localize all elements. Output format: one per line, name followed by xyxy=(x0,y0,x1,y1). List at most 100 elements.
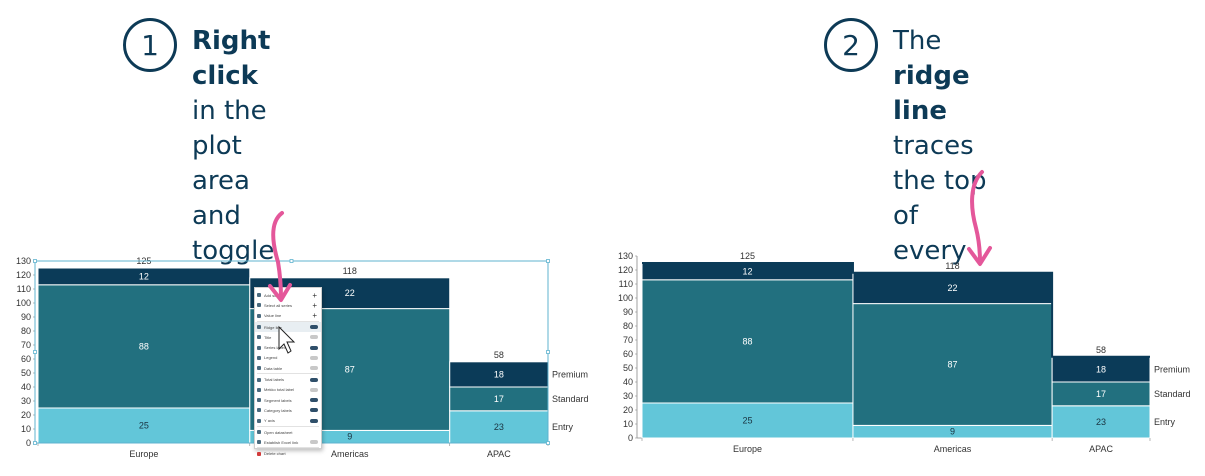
segment-standard-europe[interactable] xyxy=(37,284,251,409)
segment-entry-apac[interactable] xyxy=(1051,405,1151,439)
segment-entry-europe[interactable] xyxy=(37,407,251,444)
menu-item-legend[interactable]: Legend xyxy=(255,353,321,363)
segment-icon xyxy=(257,398,261,403)
y-tick-label: 50 xyxy=(21,368,31,378)
menu-item-delete-chart[interactable]: Delete chart xyxy=(255,448,321,458)
resize-handle[interactable] xyxy=(546,441,550,445)
toggle-switch[interactable] xyxy=(310,335,318,340)
y-tick-label: 20 xyxy=(623,405,633,415)
y-tick-label: 110 xyxy=(17,284,31,294)
toggle-switch[interactable] xyxy=(310,440,318,445)
chart-context-menu[interactable]: Add series + Select all series + Value line +… xyxy=(254,287,322,456)
instruction-text: plot area and xyxy=(192,131,250,231)
y-tick-label: 0 xyxy=(26,438,31,448)
table-icon xyxy=(257,366,261,371)
resize-handle[interactable] xyxy=(33,441,37,445)
menu-item-total-labels[interactable]: Total labels xyxy=(255,374,321,384)
segment-label: 22 xyxy=(345,288,355,298)
resize-handle[interactable] xyxy=(289,259,294,263)
segment-premium-apac[interactable] xyxy=(449,361,549,388)
toggle-switch[interactable] xyxy=(310,345,318,350)
total-icon xyxy=(257,377,261,382)
toggle-switch[interactable] xyxy=(310,398,318,403)
y-tick-label: 90 xyxy=(623,307,633,317)
resize-handle[interactable] xyxy=(33,350,37,354)
legend-premium: Premium xyxy=(1154,364,1190,374)
chart-icon xyxy=(257,293,261,298)
segment-label: 25 xyxy=(139,421,149,431)
legend-entry: Entry xyxy=(1154,417,1176,427)
ridge-line[interactable] xyxy=(642,262,1150,358)
total-label: 118 xyxy=(945,261,959,271)
category-label: APAC xyxy=(1089,444,1113,454)
y-tick-label: 10 xyxy=(21,424,31,434)
segment-premium-europe[interactable] xyxy=(37,267,251,286)
menu-item-label: Ridge line xyxy=(264,324,282,330)
y-tick-label: 80 xyxy=(623,321,633,331)
toggle-switch[interactable] xyxy=(310,366,318,371)
link-icon xyxy=(257,440,261,445)
segment-label: 17 xyxy=(494,394,504,404)
ridge-icon xyxy=(257,325,261,330)
category-label: Europe xyxy=(733,444,762,454)
category-icon xyxy=(257,408,261,413)
plus-icon[interactable]: + xyxy=(312,311,317,321)
segment-label: 23 xyxy=(1096,417,1106,427)
label-icon xyxy=(257,345,261,350)
toggle-switch[interactable] xyxy=(310,408,318,413)
y-tick-label: 30 xyxy=(623,391,633,401)
category-label: Americas xyxy=(934,444,972,454)
plus-icon[interactable]: + xyxy=(312,300,317,310)
menu-item-y-axis[interactable]: Y axis xyxy=(255,416,321,426)
step-2-line: The ridge line xyxy=(893,24,989,129)
step-2-number-badge: 2 xyxy=(824,18,878,72)
resize-handle[interactable] xyxy=(546,259,550,263)
legend-premium: Premium xyxy=(552,369,588,379)
menu-item-establish-excel-link[interactable]: Establish Excel link xyxy=(255,437,321,447)
y-tick-label: 120 xyxy=(618,265,633,275)
resize-handle[interactable] xyxy=(546,350,550,354)
menu-item-series-labels[interactable]: Series labels xyxy=(255,342,321,352)
menu-item-open-datasheet[interactable]: Open datasheet xyxy=(255,427,321,437)
y-tick-label: 130 xyxy=(618,251,633,261)
resize-handle[interactable] xyxy=(33,259,37,263)
y-tick-label: 50 xyxy=(623,363,633,373)
toggle-switch[interactable] xyxy=(310,325,318,330)
menu-item-title[interactable]: Title xyxy=(255,332,321,342)
step-1-number-badge: 1 xyxy=(123,18,177,72)
menu-item-select-all-series[interactable]: Select all series + xyxy=(255,300,321,310)
title-icon xyxy=(257,335,261,340)
axis-icon xyxy=(257,418,261,423)
menu-item-data-table[interactable]: Data table xyxy=(255,363,321,373)
menu-item-label: Value line xyxy=(264,313,282,319)
plus-icon[interactable]: + xyxy=(312,290,317,300)
step-1-number: 1 xyxy=(141,28,159,62)
y-tick-label: 60 xyxy=(21,354,31,364)
segment-label: 17 xyxy=(1096,389,1106,399)
menu-item-label: Segment labels xyxy=(264,397,292,403)
segment-premium-americas[interactable] xyxy=(852,272,1053,305)
toggle-switch[interactable] xyxy=(310,418,318,423)
menu-separator xyxy=(257,373,319,375)
y-tick-label: 130 xyxy=(16,256,31,266)
legend-standard: Standard xyxy=(1154,389,1191,399)
y-tick-label: 10 xyxy=(623,419,633,429)
toggle-switch[interactable] xyxy=(310,355,318,360)
step-1-line: plot area and xyxy=(192,129,284,234)
menu-item-segment-labels[interactable]: Segment labels xyxy=(255,395,321,405)
instruction-text: The xyxy=(893,26,942,56)
instruction-text: traces the top of xyxy=(893,131,987,231)
menu-item-label: Establish Excel link xyxy=(264,439,299,445)
menu-item-mekko-total-label[interactable]: Mekko total label xyxy=(255,385,321,395)
menu-item-value-line[interactable]: Value line + xyxy=(255,311,321,321)
toggle-switch[interactable] xyxy=(310,377,318,382)
toggle-switch[interactable] xyxy=(310,387,318,392)
segment-label: 25 xyxy=(742,416,752,426)
menu-item-label: Category labels xyxy=(264,407,292,413)
chart-icon xyxy=(257,303,261,308)
y-tick-label: 100 xyxy=(618,293,633,303)
menu-item-category-labels[interactable]: Category labels xyxy=(255,405,321,415)
step-2-number: 2 xyxy=(842,28,860,62)
y-tick-label: 60 xyxy=(623,349,633,359)
